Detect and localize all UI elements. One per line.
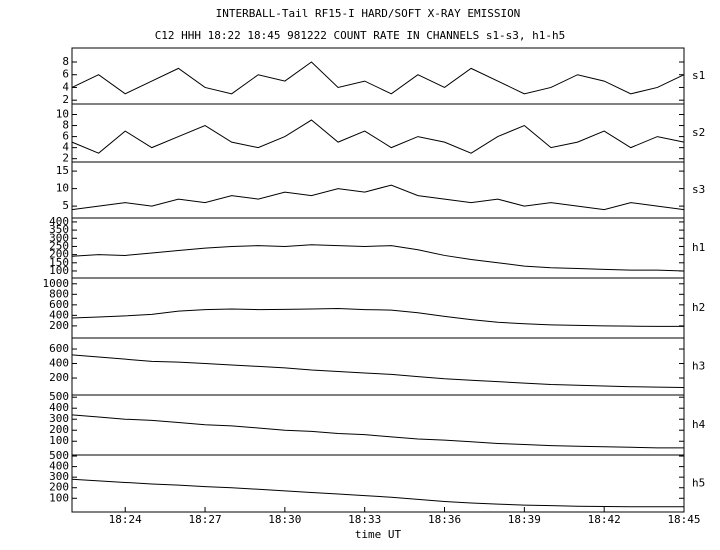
y-tick-label: 4 [62,80,69,93]
y-tick-label: 400 [49,401,69,414]
panel-frame [71,337,685,396]
y-tick-label: 6 [62,68,69,81]
x-tick-label: 18:27 [188,513,221,526]
y-tick-label: 10 [56,107,69,120]
y-tick-label: 200 [49,319,69,332]
panel-frame [71,277,685,339]
y-tick-label: 500 [49,390,69,403]
y-tick-label: 350 [49,223,69,236]
y-tick-label: 100 [49,491,69,504]
y-tick-label: 250 [49,239,69,252]
x-tick-label: 18:42 [588,513,621,526]
y-tick-label: 600 [49,298,69,311]
panel-label: h5 [692,477,705,490]
panel-label: s2 [692,126,705,139]
chart-title: INTERBALL-Tail RF15-I HARD/SOFT X-RAY EM… [216,7,521,20]
y-tick-label: 800 [49,287,69,300]
y-tick-label: 2 [62,93,69,106]
y-tick-label: 150 [49,256,69,269]
panel-label: s1 [692,69,705,82]
panel-frame [71,47,685,105]
series-line [71,414,684,449]
y-tick-label: 600 [49,342,69,355]
y-tick-label: 15 [56,164,69,177]
panel-frame [71,103,685,163]
y-tick-label: 400 [49,215,69,228]
chart-subtitle: C12 HHH 18:22 18:45 981222 COUNT RATE IN… [155,29,566,42]
series-line [71,61,685,95]
y-tick-label: 100 [49,264,69,277]
panel-frame [71,454,685,513]
y-tick-label: 300 [49,231,69,244]
x-tick-label: 18:30 [268,513,301,526]
y-tick-label: 200 [49,248,69,261]
y-tick-label: 4 [62,141,69,154]
y-tick-label: 5 [62,199,69,212]
x-tick-label: 18:33 [348,513,381,526]
panel-label: h4 [692,418,706,431]
y-tick-label: 200 [49,481,69,494]
series-line [71,119,685,154]
x-tick-label: 18:24 [109,513,142,526]
y-tick-label: 10 [56,182,69,195]
series-line [71,478,684,508]
x-tick-label: 18:36 [428,513,461,526]
y-tick-label: 300 [49,470,69,483]
y-tick-label: 8 [62,119,69,132]
y-tick-label: 6 [62,130,69,143]
panel-label: h1 [692,241,705,254]
y-tick-label: 400 [49,308,69,321]
series-line [71,244,685,272]
y-tick-label: 200 [49,371,69,384]
panel-label: h2 [692,301,705,314]
series-line [71,354,685,388]
x-axis-label: time UT [355,528,402,541]
y-tick-label: 1000 [43,277,70,290]
x-tick-label: 18:39 [508,513,541,526]
y-tick-label: 500 [49,449,69,462]
panel-label: s3 [692,183,705,196]
series-line [71,184,685,211]
y-tick-label: 400 [49,357,69,370]
y-tick-label: 100 [49,434,69,447]
y-tick-label: 200 [49,423,69,436]
panel-label: h3 [692,360,705,373]
y-tick-label: 400 [49,460,69,473]
x-tick-label: 18:45 [667,513,700,526]
y-tick-label: 300 [49,412,69,425]
series-line [71,308,684,327]
y-tick-label: 2 [62,152,69,165]
panel-frame [71,161,685,219]
y-tick-label: 8 [62,55,69,68]
